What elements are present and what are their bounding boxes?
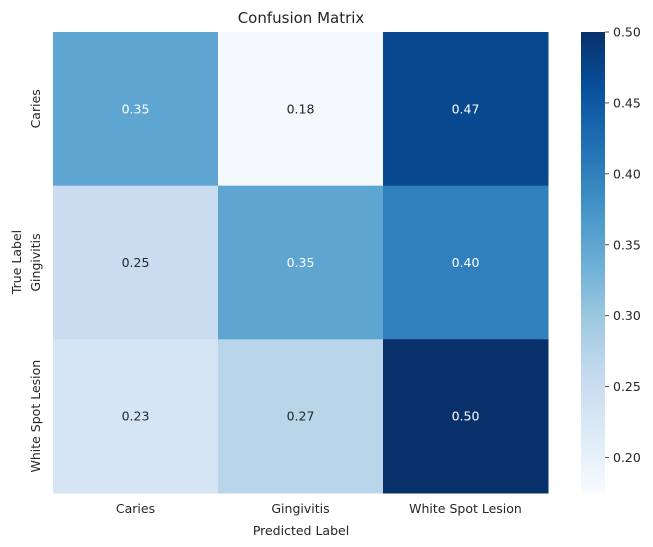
- y-tick-label-1: Gingivitis: [28, 233, 43, 291]
- cell-value-label-r2-c1: 0.27: [287, 409, 315, 424]
- cell-value-label-r0-c1: 0.18: [287, 101, 315, 116]
- heatmap-cell-r0-c0: [53, 32, 219, 187]
- colorbar-tick-label-5: 0.45: [613, 95, 641, 110]
- heatmap-cell-r0-c2: [383, 32, 549, 187]
- chart-title: Confusion Matrix: [238, 9, 365, 27]
- x-tick-label-1: Gingivitis: [271, 501, 329, 516]
- cell-value-label-r2-c2: 0.50: [452, 409, 480, 424]
- heatmap-cell-r2-c1: [218, 339, 384, 494]
- colorbar: [581, 32, 605, 493]
- cell-value-label-r2-c0: 0.23: [122, 409, 150, 424]
- y-tick-label-0: Caries: [28, 89, 43, 128]
- x-axis-label: Predicted Label: [253, 523, 349, 538]
- cell-value-label-r1-c0: 0.25: [122, 255, 150, 270]
- cell-value-label-r1-c2: 0.40: [452, 255, 480, 270]
- colorbar-tick-label-2: 0.30: [613, 308, 641, 323]
- heatmap-cell-r1-c1: [218, 185, 384, 340]
- cell-value-label-r1-c1: 0.35: [287, 255, 315, 270]
- y-axis-ticks: Caries Gingivitis White Spot Lesion: [28, 89, 43, 472]
- colorbar-tick-label-3: 0.35: [613, 237, 641, 252]
- heatmap-cell-r1-c0: [53, 185, 219, 340]
- cell-value-label-r0-c0: 0.35: [122, 101, 150, 116]
- heatmap-cells: 0.35 0.18 0.47 0.25 0.35 0.40 0.23 0.27 0.50: [53, 32, 549, 494]
- colorbar-tick-label-6: 0.50: [613, 25, 641, 40]
- heatmap-cell-r2-c0: [53, 339, 219, 494]
- x-axis-ticks: Caries Gingivitis White Spot Lesion: [116, 501, 522, 516]
- y-axis-label: True Label: [9, 230, 24, 295]
- heatmap-cell-r0-c1: [218, 32, 384, 187]
- colorbar-tick-label-0: 0.20: [613, 450, 641, 465]
- colorbar-tick-label-1: 0.25: [613, 379, 641, 394]
- cell-value-label-r0-c2: 0.47: [452, 101, 480, 116]
- y-tick-label-2: White Spot Lesion: [28, 360, 43, 473]
- colorbar-tick-label-4: 0.40: [613, 166, 641, 181]
- colorbar-ticks: 0.20 0.25 0.30 0.35 0.40 0.45 0.50: [605, 25, 641, 465]
- x-tick-label-2: White Spot Lesion: [409, 501, 522, 516]
- heatmap-cell-r1-c2: [383, 185, 549, 340]
- heatmap-cell-r2-c2: [383, 339, 549, 494]
- x-tick-label-0: Caries: [116, 501, 155, 516]
